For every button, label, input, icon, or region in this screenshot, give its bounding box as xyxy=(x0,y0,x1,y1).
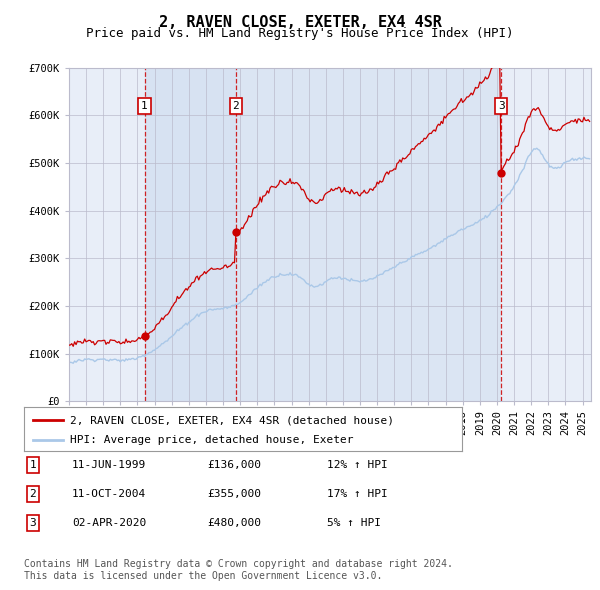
Text: 2: 2 xyxy=(29,489,37,499)
Text: 3: 3 xyxy=(29,519,37,528)
Bar xyxy=(145,68,236,401)
Text: 12% ↑ HPI: 12% ↑ HPI xyxy=(327,460,388,470)
Text: £480,000: £480,000 xyxy=(207,519,261,528)
Text: 1: 1 xyxy=(141,101,148,111)
Text: 1: 1 xyxy=(29,460,37,470)
Text: 02-APR-2020: 02-APR-2020 xyxy=(72,519,146,528)
Text: Price paid vs. HM Land Registry's House Price Index (HPI): Price paid vs. HM Land Registry's House … xyxy=(86,27,514,40)
Text: HPI: Average price, detached house, Exeter: HPI: Average price, detached house, Exet… xyxy=(70,435,353,445)
Text: 2: 2 xyxy=(233,101,239,111)
Text: 11-JUN-1999: 11-JUN-1999 xyxy=(72,460,146,470)
Text: £355,000: £355,000 xyxy=(207,489,261,499)
Bar xyxy=(236,68,501,401)
Text: 11-OCT-2004: 11-OCT-2004 xyxy=(72,489,146,499)
Text: £136,000: £136,000 xyxy=(207,460,261,470)
Text: 2, RAVEN CLOSE, EXETER, EX4 4SR (detached house): 2, RAVEN CLOSE, EXETER, EX4 4SR (detache… xyxy=(70,415,394,425)
Text: 17% ↑ HPI: 17% ↑ HPI xyxy=(327,489,388,499)
Text: 3: 3 xyxy=(498,101,505,111)
Text: 5% ↑ HPI: 5% ↑ HPI xyxy=(327,519,381,528)
Text: 2, RAVEN CLOSE, EXETER, EX4 4SR: 2, RAVEN CLOSE, EXETER, EX4 4SR xyxy=(158,15,442,30)
Text: Contains HM Land Registry data © Crown copyright and database right 2024.
This d: Contains HM Land Registry data © Crown c… xyxy=(24,559,453,581)
